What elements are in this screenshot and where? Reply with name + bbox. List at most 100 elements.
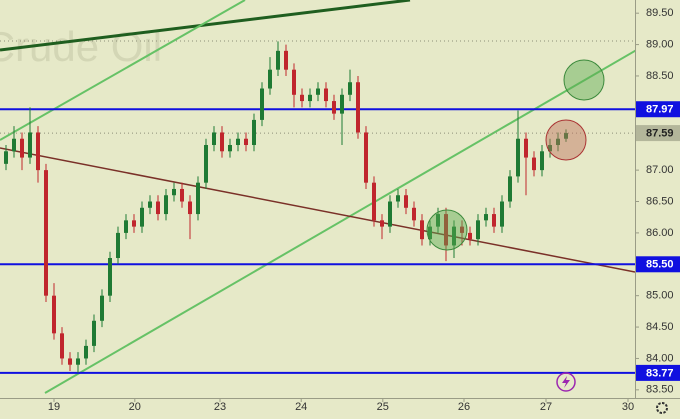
trend-line xyxy=(0,147,635,273)
candle-body xyxy=(260,88,264,120)
candle-body xyxy=(100,295,104,321)
y-tick-label: 86.00 xyxy=(646,227,674,239)
y-tick-label: 84.00 xyxy=(646,352,674,364)
x-tick-label: 26 xyxy=(458,401,470,413)
candle-body xyxy=(116,232,120,259)
candle-body xyxy=(428,226,432,240)
candle-body xyxy=(28,132,32,158)
candle-body xyxy=(212,132,216,146)
level-label-box xyxy=(636,256,680,273)
candle-body xyxy=(44,170,48,296)
trend-line xyxy=(44,49,635,394)
highlight-circle xyxy=(545,119,587,161)
candle-body xyxy=(348,82,352,95)
x-tick-label: 19 xyxy=(48,401,60,413)
candle-body xyxy=(244,138,248,146)
candle-body xyxy=(412,207,416,221)
candle-body xyxy=(308,94,312,102)
x-tick-label: 20 xyxy=(129,401,141,413)
candle-body xyxy=(404,195,408,208)
candle-body xyxy=(156,201,160,215)
level-label: 85.50 xyxy=(646,259,674,271)
candle-body xyxy=(564,133,568,139)
candle-body xyxy=(372,182,376,221)
x-tick-label: 30 xyxy=(622,401,634,413)
candle-body xyxy=(236,138,240,146)
candle-body xyxy=(364,132,368,183)
x-tick-label: 23 xyxy=(214,401,226,413)
candle-body xyxy=(228,145,232,152)
candle-body xyxy=(420,220,424,240)
alert-icon-bolt xyxy=(562,376,570,388)
y-tick-label: 86.50 xyxy=(646,195,674,207)
x-tick-label: 25 xyxy=(377,401,389,413)
candle-body xyxy=(220,132,224,152)
candle-body xyxy=(452,226,456,246)
candle-body xyxy=(340,94,344,114)
y-tick-label: 83.50 xyxy=(646,384,674,396)
candle-body xyxy=(500,201,504,227)
candle-body xyxy=(556,138,560,146)
candle-body xyxy=(172,188,176,196)
candle-body xyxy=(388,201,392,227)
candle-body xyxy=(516,138,520,177)
candle-body xyxy=(324,88,328,102)
candle-body xyxy=(196,182,200,215)
candle-body xyxy=(284,50,288,70)
last-price-box xyxy=(636,125,680,142)
candle-body xyxy=(204,145,208,183)
last-price-label: 87.59 xyxy=(646,127,674,139)
candle-body xyxy=(132,220,136,227)
candle-body xyxy=(292,69,296,95)
candle-body xyxy=(20,138,24,158)
candle-body xyxy=(484,214,488,221)
candle-body xyxy=(460,226,464,233)
candle-body xyxy=(164,195,168,215)
y-tick-label: 85.00 xyxy=(646,290,674,302)
candle-body xyxy=(356,82,360,133)
candle-body xyxy=(396,195,400,202)
candle-body xyxy=(508,176,512,202)
candle-body xyxy=(252,119,256,146)
drawings xyxy=(0,0,635,394)
candle-body xyxy=(60,333,64,359)
level-label: 83.77 xyxy=(646,367,674,379)
level-label-box xyxy=(636,101,680,118)
candle-body xyxy=(108,258,112,296)
candle-body xyxy=(52,295,56,334)
candle-body xyxy=(68,358,72,365)
candle-body xyxy=(316,88,320,95)
candle-body xyxy=(12,138,16,152)
candle-body xyxy=(84,345,88,359)
candle-body xyxy=(76,358,80,365)
level-label-box xyxy=(636,364,680,381)
x-tick-label: 24 xyxy=(295,401,307,413)
candle-body xyxy=(140,207,144,227)
trend-line xyxy=(0,0,411,52)
candle-body xyxy=(188,201,192,215)
y-tick-label: 89.00 xyxy=(646,38,674,50)
candle-body xyxy=(124,220,128,233)
y-tick-label: 89.50 xyxy=(646,7,674,19)
alert-icon[interactable] xyxy=(556,372,576,392)
candle-body xyxy=(332,101,336,114)
candle-body xyxy=(532,157,536,171)
candle-body xyxy=(380,220,384,227)
candle-body xyxy=(548,145,552,152)
candle-body xyxy=(540,151,544,171)
x-tick-label: 27 xyxy=(540,401,552,413)
y-tick-label: 84.50 xyxy=(646,321,674,333)
candle-body xyxy=(468,232,472,240)
settings-icon[interactable] xyxy=(656,402,668,414)
candle-body xyxy=(268,69,272,89)
candle-body xyxy=(524,138,528,158)
candle-body xyxy=(92,320,96,346)
y-tick-label: 87.00 xyxy=(646,164,674,176)
candle-body xyxy=(300,94,304,102)
candle-body xyxy=(444,214,448,246)
highlight-circle xyxy=(426,209,468,251)
candle-body xyxy=(4,151,8,164)
y-tick-label: 88.50 xyxy=(646,70,674,82)
candle-body xyxy=(180,188,184,202)
